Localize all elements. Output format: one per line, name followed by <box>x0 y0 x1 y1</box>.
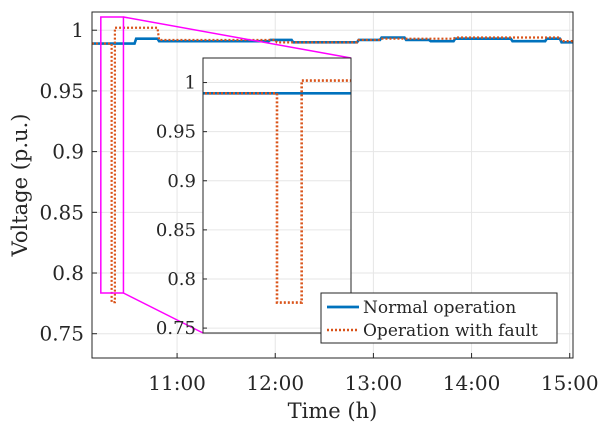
y-tick-label: 0.95 <box>39 79 84 103</box>
inset-y-tick-label: 0.9 <box>167 171 196 192</box>
inset-y-tick-label: 0.95 <box>156 122 196 143</box>
x-tick-label: 13:00 <box>345 371 403 395</box>
y-tick-label: 0.85 <box>39 200 84 224</box>
inset-frame <box>202 57 352 334</box>
main-ticks: 11:00 12:00 13:00 14:00 15:000.750.80.850.90… <box>39 18 598 395</box>
legend-box <box>320 292 558 344</box>
zoom-callout-line <box>123 292 204 334</box>
y-tick-label: 1 <box>71 18 84 42</box>
x-tick-label: 11:00 <box>148 371 206 395</box>
y-axis-title: Voltage (p.u.) <box>8 114 32 258</box>
legend-label: Normal operation <box>363 298 516 318</box>
y-tick-label: 0.75 <box>39 322 84 346</box>
inset-series-operation-with-fault <box>203 79 351 304</box>
main-plot-frame <box>91 11 574 359</box>
inset-plot: 0.75 0.8 0.85 0.9 0.95 1 <box>156 57 352 339</box>
zoom-callout <box>100 16 352 334</box>
series-line-normal-operation <box>92 36 573 45</box>
zoom-callout-line <box>123 16 352 59</box>
zoom-region-box <box>100 16 125 294</box>
legend: Normal operation Operation with fault <box>320 292 558 344</box>
x-tick-label: 14:00 <box>443 371 501 395</box>
inset-y-tick-label: 0.85 <box>156 220 196 241</box>
inset-series <box>203 79 351 304</box>
y-tick-label: 0.9 <box>52 140 84 164</box>
inset-y-tick-label: 0.8 <box>167 269 196 290</box>
x-axis-title: Time (h) <box>288 399 378 423</box>
legend-label: Operation with fault <box>363 321 538 341</box>
x-tick-label: 15:00 <box>541 371 599 395</box>
series-line-operation-with-fault <box>92 26 573 304</box>
inset-y-tick-label: 1 <box>185 73 196 94</box>
main-series <box>92 26 573 304</box>
y-tick-label: 0.8 <box>52 261 84 285</box>
x-tick-label: 12:00 <box>246 371 304 395</box>
inset-y-tick-label: 0.75 <box>156 318 196 339</box>
